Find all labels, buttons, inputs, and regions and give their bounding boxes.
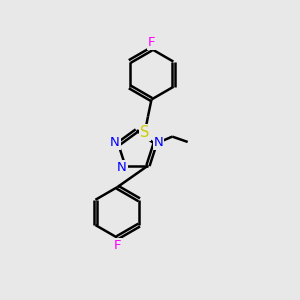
Text: N: N (110, 136, 120, 149)
Text: N: N (117, 160, 127, 174)
Text: F: F (148, 36, 155, 49)
Text: F: F (114, 238, 121, 252)
Text: S: S (140, 125, 150, 140)
Text: N: N (154, 136, 164, 149)
